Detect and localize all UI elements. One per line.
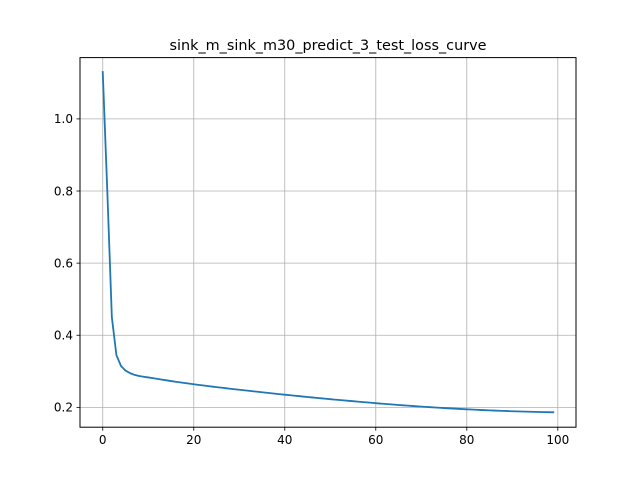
x-tick-label: 100 [546, 433, 569, 447]
data-series [101, 71, 555, 414]
grid-lines [80, 57, 576, 428]
x-tick-label: 40 [277, 433, 292, 447]
chart-title: sink_m_sink_m30_predict_3_test_loss_curv… [170, 38, 487, 54]
x-tick-label: 60 [368, 433, 383, 447]
y-tick-label: 1.0 [54, 112, 73, 126]
x-tick-label: 80 [459, 433, 474, 447]
axis-ticks: 0 20 40 60 80 100 0.2 0.4 0.6 0.8 1.0 [54, 112, 569, 447]
x-tick-label: 20 [186, 433, 201, 447]
y-tick-label: 0.4 [54, 329, 73, 343]
y-tick-label: 0.6 [54, 256, 73, 270]
y-tick-label: 0.8 [54, 184, 73, 198]
axes-frame [79, 57, 577, 428]
y-tick-label: 0.2 [54, 401, 73, 415]
loss-series-line [101, 71, 555, 414]
x-tick-label: 0 [99, 433, 107, 447]
